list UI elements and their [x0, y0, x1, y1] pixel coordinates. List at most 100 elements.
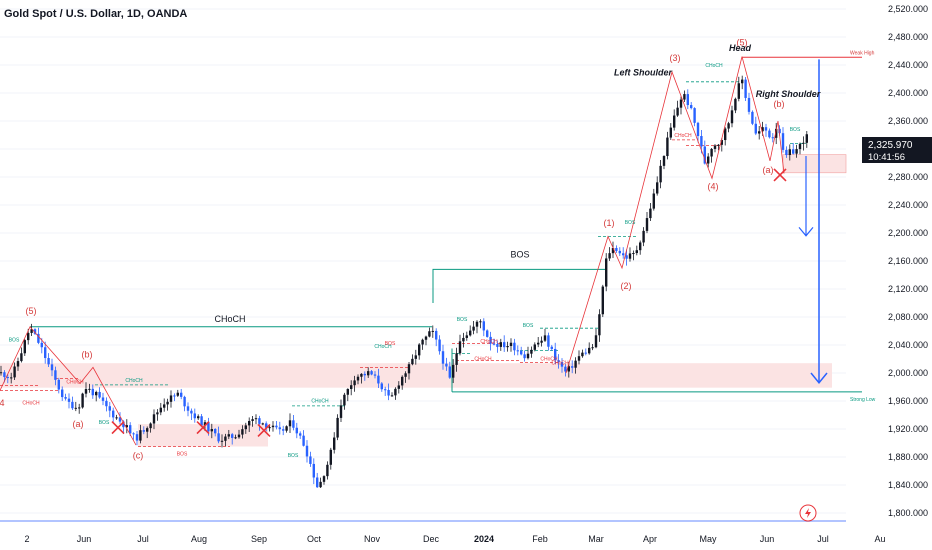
- candle-body: [506, 346, 509, 348]
- candle-body: [594, 335, 598, 348]
- candle-body: [724, 128, 727, 141]
- candle-body: [462, 337, 465, 342]
- candle-body: [299, 433, 302, 436]
- candle-body: [492, 343, 496, 345]
- candle-body: [605, 258, 608, 287]
- candle-body: [751, 111, 754, 124]
- structure-label: BOS: [523, 323, 534, 329]
- y-tick-label: 2,240.000: [888, 200, 928, 210]
- candle-body: [489, 336, 492, 344]
- x-tick-label: Aug: [191, 534, 207, 544]
- structure-label: BOS: [790, 127, 801, 133]
- candle-body: [730, 110, 734, 124]
- candle-body: [642, 230, 645, 243]
- zone-range: [138, 424, 268, 447]
- candle-body: [302, 435, 305, 446]
- candle-body: [805, 134, 808, 143]
- candle-body: [455, 353, 458, 365]
- candle-body: [186, 406, 190, 411]
- candle-body: [146, 428, 149, 432]
- candle-body: [588, 347, 591, 354]
- structure-label: BOS: [9, 338, 20, 344]
- candle-body: [159, 407, 162, 413]
- candle-body: [13, 366, 16, 378]
- structure-label: CHoCH: [540, 356, 558, 362]
- candle-body: [156, 412, 159, 415]
- x-axis[interactable]: 2 Jun Jul Aug Sep Oct Nov Dec 2024 Feb Mar Apr May Ju…: [24, 534, 885, 544]
- candle-body: [424, 336, 428, 340]
- structure-label: BOS: [385, 341, 396, 347]
- candle-body: [292, 420, 295, 428]
- candle-body: [798, 143, 802, 150]
- lightning-icon[interactable]: [799, 504, 817, 522]
- x-tick-label: Dec: [423, 534, 440, 544]
- chart-title: Gold Spot / U.S. Dollar, 1D, OANDA: [4, 8, 187, 20]
- candle-body: [37, 333, 40, 343]
- candle-body: [74, 407, 77, 409]
- candle-body: [431, 330, 434, 332]
- candle-body: [557, 360, 560, 363]
- wave-line-b: [565, 56, 785, 374]
- candle-body: [758, 131, 761, 134]
- candle-body: [360, 373, 363, 377]
- candle-body: [669, 127, 672, 138]
- candle-body: [227, 434, 230, 437]
- candle-body: [577, 356, 581, 361]
- x-tick-label: Jun: [760, 534, 775, 544]
- x-tick-label: Jul: [137, 534, 149, 544]
- candle-body: [261, 423, 264, 425]
- candle-body: [428, 331, 431, 337]
- y-tick-label: 2,040.000: [888, 340, 928, 350]
- candle-body: [61, 389, 64, 398]
- candle-body: [635, 250, 638, 254]
- structure-label: CHoCH: [480, 339, 498, 345]
- structure-label: CHoCH: [474, 356, 492, 362]
- candle-body: [618, 250, 621, 254]
- candle-body: [197, 416, 200, 419]
- candle-body: [20, 353, 23, 362]
- candle-body: [418, 344, 421, 356]
- candle-body: [251, 419, 254, 422]
- wave-label: (5): [737, 37, 748, 47]
- candle-body: [411, 358, 414, 365]
- candle-body: [530, 349, 533, 354]
- candle-body: [458, 341, 462, 354]
- structure-label: CHoCH: [125, 378, 143, 384]
- x-tick-label: 2024: [474, 534, 494, 544]
- x-tick-label: Mar: [588, 534, 604, 544]
- candle-body: [475, 321, 479, 327]
- candle-body: [421, 339, 424, 345]
- candle-body: [241, 429, 244, 435]
- structure-label: BOS: [177, 452, 188, 458]
- candle-body: [639, 242, 642, 251]
- candle-body: [452, 364, 455, 378]
- candle-body: [717, 144, 720, 146]
- candle-body: [482, 321, 485, 331]
- y-tick-label: 2,360.000: [888, 116, 928, 126]
- last-price: 2,325.970: [868, 140, 913, 151]
- wave-label: (2): [621, 281, 632, 291]
- candle-body: [564, 366, 567, 372]
- y-tick-label: 2,480.000: [888, 32, 928, 42]
- candle-body: [190, 410, 193, 414]
- structure-label: CHoCH: [22, 401, 40, 407]
- candle-body: [0, 372, 3, 374]
- x-tick-label: May: [699, 534, 717, 544]
- candle-body: [547, 335, 550, 347]
- candle-body: [142, 430, 145, 432]
- candle-body: [343, 394, 346, 406]
- zone-demand: [0, 363, 832, 388]
- candle-body: [734, 98, 737, 111]
- candle-body: [795, 149, 798, 154]
- candle-body: [764, 127, 768, 131]
- y-tick-label: 2,280.000: [888, 172, 928, 182]
- candle-body: [248, 421, 251, 426]
- candle-body: [224, 436, 227, 441]
- y-axis[interactable]: 2,520.000 2,480.000 2,440.000 2,400.000 2,36…: [888, 4, 928, 518]
- candle-body: [486, 330, 489, 337]
- candle-body: [132, 433, 135, 435]
- y-tick-label: 1,920.000: [888, 424, 928, 434]
- candle-body: [737, 83, 740, 99]
- choch-main-label: CHoCH: [214, 314, 245, 324]
